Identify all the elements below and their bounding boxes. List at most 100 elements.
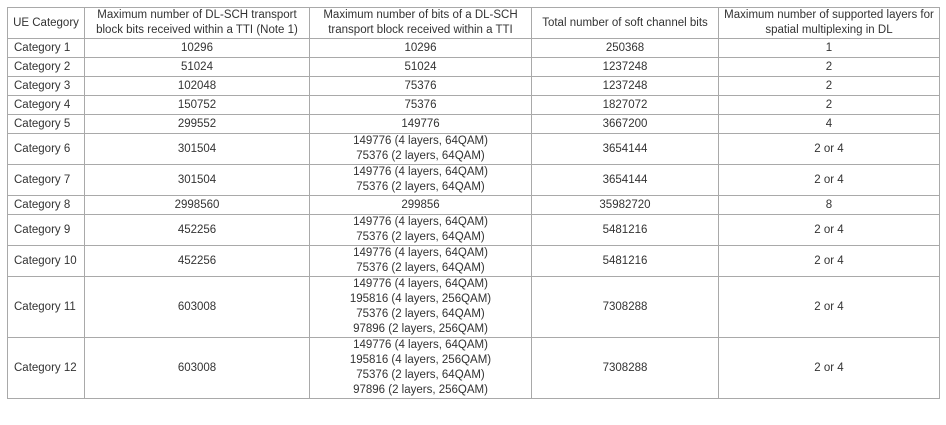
cell-line: 195816 (4 layers, 256QAM) [349,354,492,366]
table-body: Category 1 10296 10296 250368 1 Category 2 510… [7,38,940,399]
cell-line: 149776 (4 layers, 64QAM) [353,216,488,228]
cell-ue-category: Category 4 [7,95,85,115]
cell-max-layers: 2 or 4 [718,245,940,277]
cell-max-tb-bits-tti: 301504 [84,133,310,165]
cell-ue-category: Category 10 [7,245,85,277]
cell-max-layers: 2 or 4 [718,276,940,338]
ue-category-table: UE Category Maximum number of DL-SCH tra… [7,7,940,399]
cell-max-layers: 8 [718,195,940,215]
table-row: Category 12 603008 149776 (4 layers, 64QAM… [7,337,940,399]
cell-ue-category: Category 9 [7,214,85,246]
cell-max-tb-bits-tti: 301504 [84,164,310,196]
table-row: Category 8 2998560 299856 35982720 8 [7,195,940,215]
cell-max-layers: 2 or 4 [718,164,940,196]
cell-line: 149776 [401,117,440,130]
cell-line: 75376 (2 layers, 64QAM) [356,308,485,320]
cell-max-bits-per-tb: 299856 [309,195,532,215]
cell-ue-category: Category 3 [7,76,85,96]
header-soft-channel-bits: Total number of soft channel bits [531,7,719,39]
table-row: Category 5 299552 149776 3667200 4 [7,114,940,134]
header-row: UE Category Maximum number of DL-SCH tra… [7,7,940,39]
cell-line: 299856 [401,198,440,211]
cell-max-tb-bits-tti: 2998560 [84,195,310,215]
cell-ue-category: Category 12 [7,337,85,399]
cell-ue-category: Category 8 [7,195,85,215]
cell-line: 75376 [404,79,437,92]
cell-ue-category: Category 6 [7,133,85,165]
cell-line: 149776 (4 layers, 64QAM) [353,166,488,178]
cell-soft-channel-bits: 1237248 [531,76,719,96]
cell-line: 75376 (2 layers, 64QAM) [356,262,485,274]
cell-soft-channel-bits: 3654144 [531,133,719,165]
cell-soft-channel-bits: 7308288 [531,276,719,338]
cell-max-tb-bits-tti: 51024 [84,57,310,77]
table-header: UE Category Maximum number of DL-SCH tra… [7,7,940,39]
cell-ue-category: Category 2 [7,57,85,77]
cell-max-tb-bits-tti: 603008 [84,337,310,399]
cell-ue-category: Category 7 [7,164,85,196]
cell-max-tb-bits-tti: 603008 [84,276,310,338]
cell-max-layers: 4 [718,114,940,134]
cell-max-tb-bits-tti: 452256 [84,245,310,277]
cell-soft-channel-bits: 5481216 [531,245,719,277]
cell-max-bits-per-tb: 149776 [309,114,532,134]
header-max-tb-bits-tti: Maximum number of DL-SCH transport block… [84,7,310,39]
cell-line: 75376 (2 layers, 64QAM) [356,231,485,243]
cell-max-layers: 1 [718,38,940,58]
cell-max-bits-per-tb: 10296 [309,38,532,58]
cell-soft-channel-bits: 35982720 [531,195,719,215]
cell-max-layers: 2 or 4 [718,133,940,165]
table-row: Category 6 301504 149776 (4 layers, 64QAM)… [7,133,940,165]
cell-max-bits-per-tb: 149776 (4 layers, 64QAM) 75376 (2 layers,… [309,133,532,165]
cell-max-layers: 2 [718,95,940,115]
table-row: Category 10 452256 149776 (4 layers, 64QAM… [7,245,940,277]
cell-line: 51024 [404,60,437,73]
table-row: Category 9 452256 149776 (4 layers, 64QAM)… [7,214,940,246]
cell-ue-category: Category 11 [7,276,85,338]
cell-max-bits-per-tb: 75376 [309,76,532,96]
cell-max-layers: 2 [718,57,940,77]
cell-line: 97896 (2 layers, 256QAM) [353,323,488,335]
cell-soft-channel-bits: 1237248 [531,57,719,77]
cell-max-tb-bits-tti: 299552 [84,114,310,134]
cell-soft-channel-bits: 3667200 [531,114,719,134]
cell-line: 149776 (4 layers, 64QAM) [353,135,488,147]
cell-soft-channel-bits: 7308288 [531,337,719,399]
cell-max-tb-bits-tti: 102048 [84,76,310,96]
header-max-layers: Maximum number of supported layers for s… [718,7,940,39]
cell-line: 97896 (2 layers, 256QAM) [353,384,488,396]
cell-max-bits-per-tb: 149776 (4 layers, 64QAM) 195816 (4 layers… [309,337,532,399]
cell-line: 149776 (4 layers, 64QAM) [353,247,488,259]
cell-max-layers: 2 or 4 [718,214,940,246]
cell-line: 75376 (2 layers, 64QAM) [356,369,485,381]
cell-soft-channel-bits: 250368 [531,38,719,58]
cell-max-bits-per-tb: 149776 (4 layers, 64QAM) 75376 (2 layers,… [309,245,532,277]
cell-max-tb-bits-tti: 452256 [84,214,310,246]
cell-max-bits-per-tb: 149776 (4 layers, 64QAM) 75376 (2 layers,… [309,214,532,246]
header-max-bits-per-tb: Maximum number of bits of a DL-SCH trans… [309,7,532,39]
cell-ue-category: Category 5 [7,114,85,134]
table-row: Category 2 51024 51024 1237248 2 [7,57,940,77]
cell-max-tb-bits-tti: 10296 [84,38,310,58]
cell-max-tb-bits-tti: 150752 [84,95,310,115]
table-row: Category 7 301504 149776 (4 layers, 64QAM)… [7,164,940,196]
cell-line: 149776 (4 layers, 64QAM) [353,339,488,351]
cell-max-bits-per-tb: 75376 [309,95,532,115]
cell-line: 10296 [404,41,437,54]
cell-max-bits-per-tb: 149776 (4 layers, 64QAM) 195816 (4 layers… [309,276,532,338]
cell-line: 195816 (4 layers, 256QAM) [349,293,492,305]
header-ue-category: UE Category [7,7,85,39]
cell-ue-category: Category 1 [7,38,85,58]
cell-line: 75376 (2 layers, 64QAM) [356,150,485,162]
cell-line: 75376 [404,98,437,111]
cell-max-bits-per-tb: 51024 [309,57,532,77]
cell-soft-channel-bits: 5481216 [531,214,719,246]
cell-line: 75376 (2 layers, 64QAM) [356,181,485,193]
table-row: Category 4 150752 75376 1827072 2 [7,95,940,115]
cell-max-layers: 2 [718,76,940,96]
cell-max-layers: 2 or 4 [718,337,940,399]
table-row: Category 3 102048 75376 1237248 2 [7,76,940,96]
cell-soft-channel-bits: 1827072 [531,95,719,115]
cell-max-bits-per-tb: 149776 (4 layers, 64QAM) 75376 (2 layers,… [309,164,532,196]
cell-line: 149776 (4 layers, 64QAM) [353,278,488,290]
